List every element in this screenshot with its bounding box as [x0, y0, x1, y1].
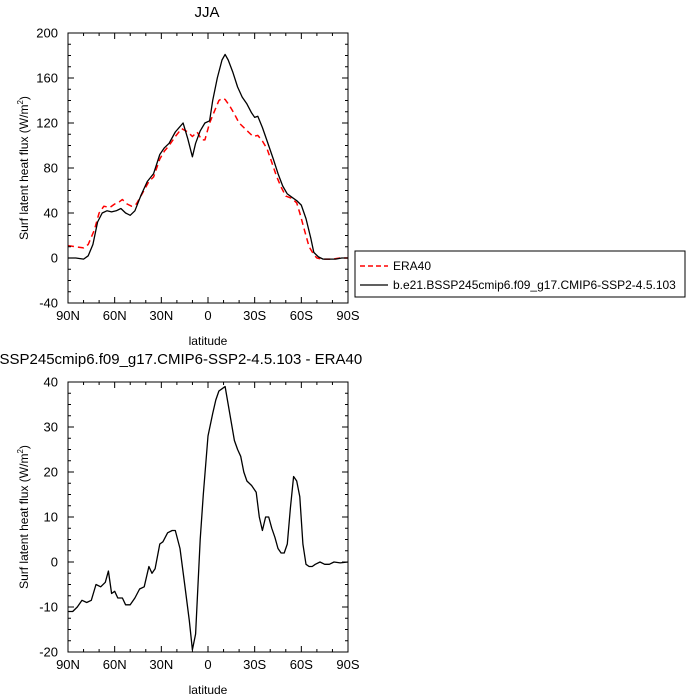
x-tick-label: 30N — [149, 308, 173, 323]
top-y-axis-label: Surf latent heat flux (W/m2) — [16, 96, 31, 240]
x-tick-label: 0 — [204, 657, 211, 672]
top-title: JJA — [194, 4, 219, 21]
bottom-y-axis-label: Surf latent heat flux (W/m2) — [16, 445, 31, 589]
top-x-axis-label: latitude — [189, 334, 228, 348]
x-tick-label: 90N — [56, 308, 80, 323]
y-tick-label: 40 — [44, 206, 58, 221]
x-tick-label: 30S — [243, 657, 266, 672]
y-tick-label: -10 — [39, 600, 58, 615]
x-tick-label: 60S — [290, 308, 313, 323]
y-tick-label: 160 — [36, 71, 58, 86]
y-tick-label: 10 — [44, 510, 58, 525]
y-tick-label: 20 — [44, 465, 58, 480]
y-tick-label: 0 — [51, 555, 58, 570]
top-plot-frame — [67, 32, 349, 304]
x-tick-label: 0 — [204, 308, 211, 323]
model-line-diff — [68, 385, 349, 651]
y-tick-label: 40 — [44, 375, 58, 390]
legend-label-model: b.e21.BSSP245cmip6.f09_g17.CMIP6-SSP2-4.… — [393, 278, 676, 292]
model-line — [68, 53, 348, 260]
y-tick-label: 30 — [44, 420, 58, 435]
x-tick-label: 30S — [243, 308, 266, 323]
top-panel: JJA 90N 60N 30N 0 30S 60S 90S -40 0 40 80 120 160 200… — [16, 4, 360, 348]
x-tick-label: 90N — [56, 657, 80, 672]
y-tick-label: 200 — [36, 26, 58, 41]
x-tick-label: 60N — [103, 308, 127, 323]
bottom-title: b.e21.BSSP245cmip6.f09_g17.CMIP6-SSP2-4.… — [0, 351, 362, 368]
legend-box — [354, 250, 686, 298]
y-tick-label: 0 — [51, 251, 58, 266]
legend-label-era40: ERA40 — [393, 259, 431, 273]
era40-line — [67, 97, 348, 260]
x-tick-label: 90S — [336, 657, 359, 672]
x-tick-label: 60N — [103, 657, 127, 672]
y-tick-label: 120 — [36, 116, 58, 131]
y-tick-label: -20 — [39, 645, 58, 660]
y-tick-label: 80 — [44, 161, 58, 176]
legend: ERA40 b.e21.BSSP245cmip6.f09_g17.CMIP6-S… — [354, 250, 686, 298]
bottom-panel: b.e21.BSSP245cmip6.f09_g17.CMIP6-SSP2-4.… — [0, 351, 362, 697]
bottom-plot-frame — [67, 381, 349, 653]
y-tick-label: -40 — [39, 296, 58, 311]
x-tick-label: 30N — [149, 657, 173, 672]
bottom-x-axis-label: latitude — [189, 683, 228, 697]
x-tick-label: 90S — [336, 308, 359, 323]
x-tick-label: 60S — [290, 657, 313, 672]
